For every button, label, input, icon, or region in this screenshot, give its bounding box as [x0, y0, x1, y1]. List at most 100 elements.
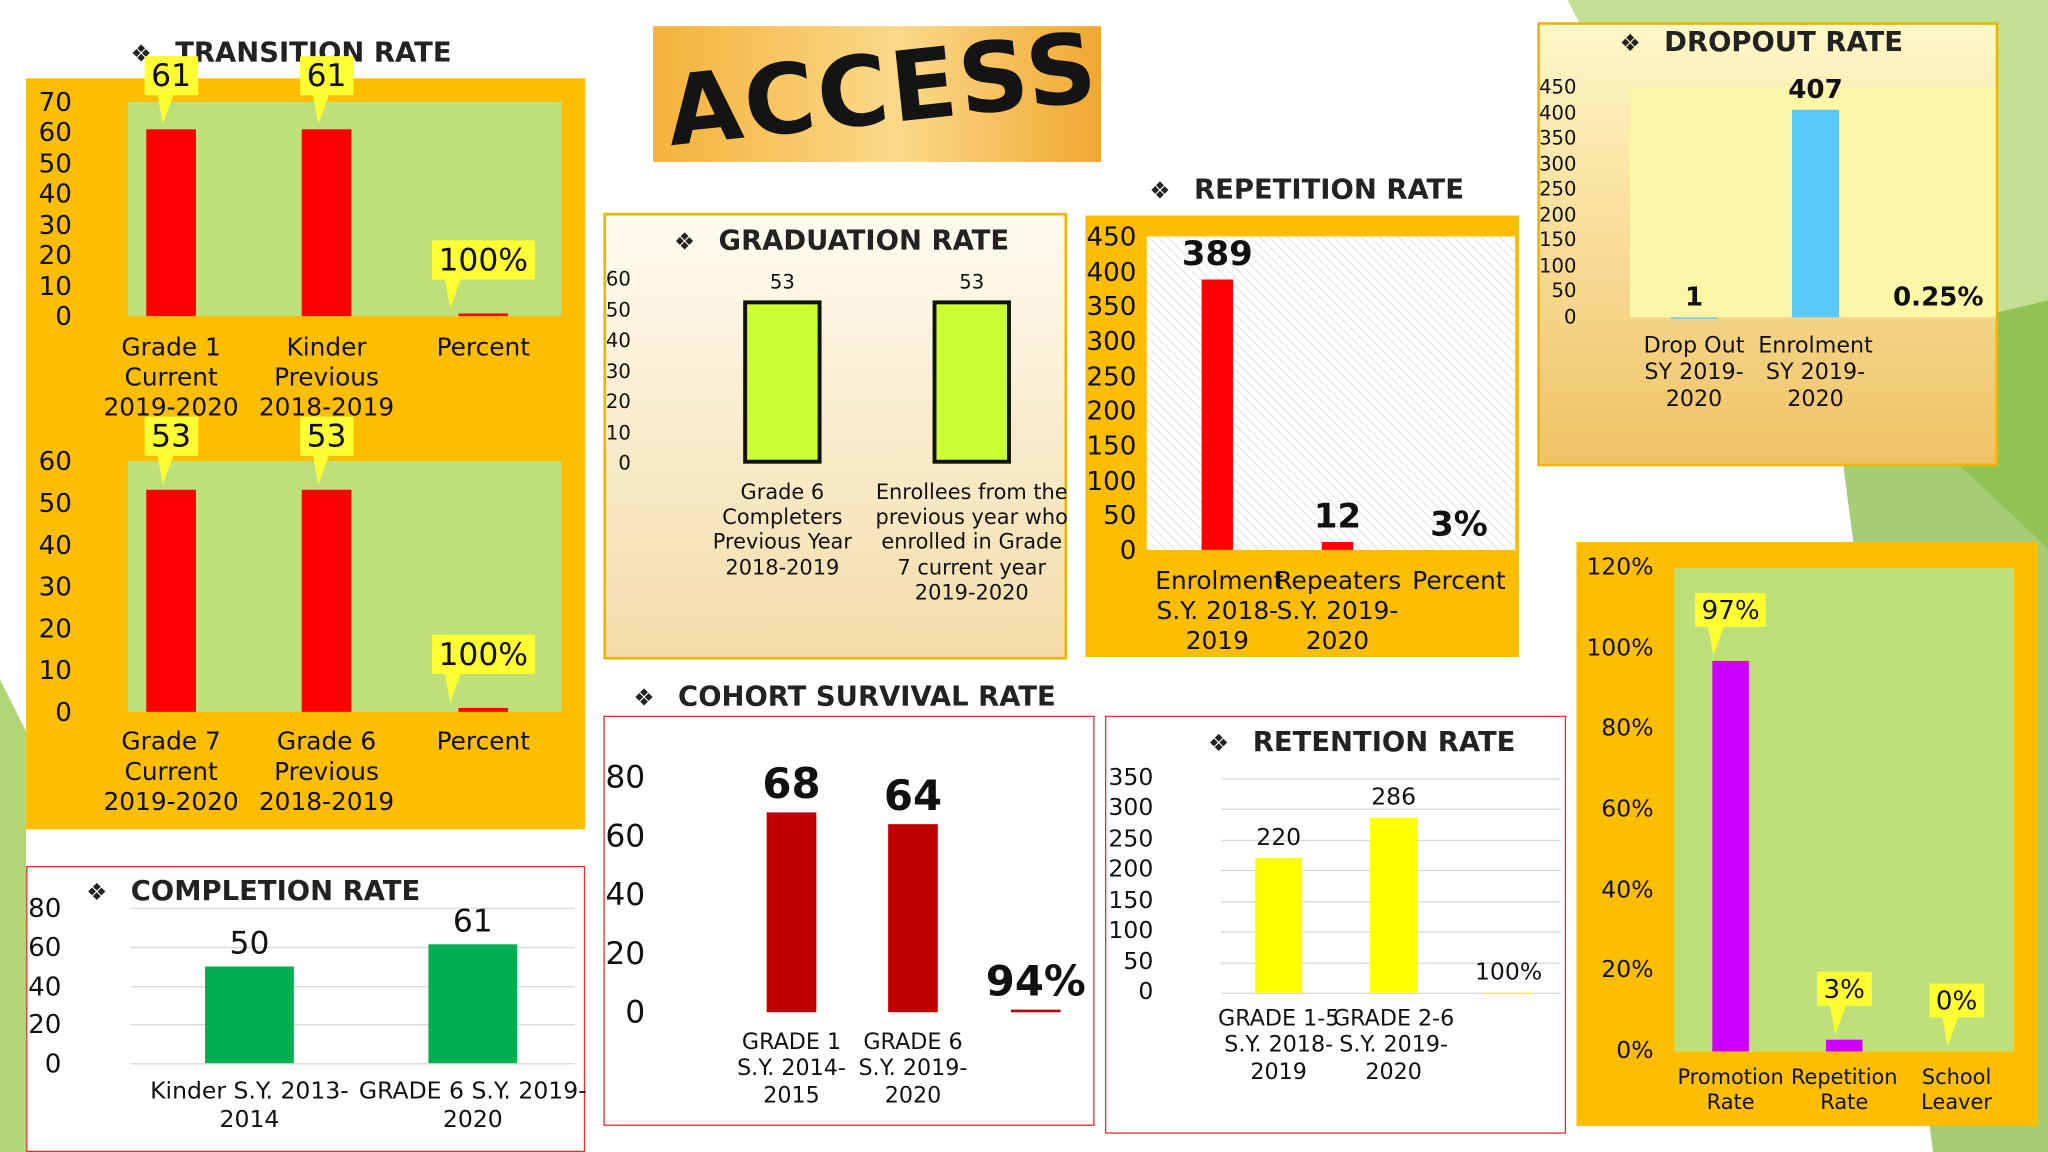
bar: [743, 300, 822, 464]
x-tick-label: Repetition Rate: [1790, 1064, 1898, 1115]
bar: [1370, 817, 1418, 993]
y-tick-label: 60: [38, 445, 72, 477]
y-tick-label: 450: [1086, 220, 1137, 253]
bar: [1825, 1039, 1863, 1052]
chart-panel: [1104, 715, 1567, 1134]
value-label: 3%: [1430, 505, 1488, 545]
y-tick-label: 150: [1108, 886, 1154, 914]
chart-title: COHORT SURVIVAL RATE: [633, 680, 1056, 711]
y-tick-label: 120%: [1586, 553, 1654, 582]
x-tick-label: Kinder Previous 2018-2019: [258, 333, 395, 422]
value-label: 53: [769, 270, 795, 295]
x-tick-label: Promotion Rate: [1677, 1064, 1784, 1115]
access-image: ACCESS: [653, 26, 1102, 162]
bar: [1255, 857, 1303, 993]
chart-title: DROPOUT RATE: [1620, 26, 1903, 57]
y-tick-label: 100: [1108, 917, 1154, 945]
value-label: 100%: [1474, 958, 1543, 986]
value-label: 50: [229, 924, 270, 961]
y-tick-label: 80: [605, 758, 646, 796]
bar: [458, 707, 509, 712]
y-tick-label: 200: [1539, 202, 1577, 227]
y-tick-label: 60: [605, 817, 646, 855]
value-label: 220: [1256, 824, 1302, 852]
y-tick-label: 300: [1108, 794, 1154, 823]
value-label: 12: [1313, 497, 1362, 537]
bar: [301, 129, 352, 317]
value-label: 100%: [431, 634, 535, 703]
y-tick-label: 0: [44, 1047, 62, 1079]
x-tick-label: Grade 6 Previous 2018-2019: [258, 727, 395, 816]
y-tick-label: 10: [38, 654, 72, 686]
value-label: 100%: [431, 239, 535, 308]
y-tick-label: 30: [605, 359, 631, 383]
y-tick-label: 250: [1108, 825, 1154, 853]
x-tick-label: Repeaters S.Y. 2019-2020: [1275, 566, 1402, 656]
y-tick-label: 40: [38, 177, 72, 210]
y-tick-label: 0: [55, 696, 72, 728]
y-tick-label: 80: [28, 892, 62, 924]
y-tick-label: 300: [1086, 325, 1137, 357]
access-word: ACCESS: [661, 26, 1102, 162]
y-tick-label: 40: [605, 328, 631, 352]
bar: [1010, 1009, 1061, 1013]
y-tick-label: 10: [38, 269, 72, 302]
y-tick-label: 50: [38, 487, 72, 519]
value-label: 53: [300, 417, 354, 486]
grid-line: [130, 985, 575, 987]
y-tick-label: 50: [38, 147, 72, 179]
y-tick-label: 60: [38, 116, 72, 149]
bar: [932, 300, 1011, 464]
chart-title: RETENTION RATE: [1208, 726, 1516, 757]
bar: [301, 490, 352, 712]
value-label: 0.25%: [1892, 280, 1984, 313]
value-label: 94%: [985, 955, 1086, 1006]
x-tick-label: GRADE 2-6 S.Y. 2019-2020: [1332, 1005, 1455, 1086]
grid-line: [130, 1063, 575, 1065]
value-label: 1: [1684, 280, 1704, 312]
y-tick-label: 0%: [1616, 1037, 1654, 1065]
bar: [458, 313, 509, 317]
bar: [1485, 992, 1533, 993]
value-label: 61: [300, 56, 354, 125]
y-tick-label: 250: [1539, 177, 1577, 201]
y-tick-label: 50: [605, 297, 631, 322]
x-tick-label: School Leaver: [1921, 1064, 1992, 1115]
y-tick-label: 400: [1539, 100, 1577, 125]
x-tick-label: Kinder S.Y. 2013-2014: [150, 1077, 349, 1134]
value-label: 61: [144, 56, 198, 125]
y-tick-label: 0: [1138, 978, 1154, 1006]
y-tick-label: 100%: [1586, 634, 1654, 662]
y-tick-label: 50: [1123, 947, 1154, 976]
y-tick-label: 20: [28, 1008, 62, 1040]
value-label: 0%: [1929, 983, 1984, 1047]
value-label: 286: [1371, 783, 1417, 812]
x-tick-label: GRADE 1-5 S.Y. 2018-2019: [1217, 1005, 1340, 1086]
y-tick-label: 40: [605, 876, 646, 913]
value-label: 3%: [1816, 971, 1872, 1035]
y-tick-label: 50: [1103, 499, 1137, 531]
bar: [205, 966, 294, 1064]
y-tick-label: 60: [605, 267, 631, 291]
y-tick-label: 150: [1086, 429, 1137, 462]
bar: [1712, 660, 1749, 1052]
value-label: 407: [1788, 72, 1843, 105]
chart-title: GRADUATION RATE: [674, 225, 1010, 256]
x-tick-label: Enrolment S.Y. 2018-2019: [1155, 566, 1284, 656]
bar: [1670, 316, 1718, 318]
value-label: 61: [452, 902, 493, 940]
bar: [428, 944, 518, 1064]
y-tick-label: 70: [38, 86, 72, 118]
bar: [766, 812, 817, 1013]
x-tick-label: Grade 6 Completers Previous Year 2018-20…: [712, 479, 852, 580]
grid-line: [130, 907, 575, 910]
x-tick-label: GRADE 1 S.Y. 2014-2015: [737, 1029, 846, 1109]
y-tick-label: 450: [1539, 75, 1577, 99]
y-tick-label: 100: [1086, 464, 1137, 496]
bar: [1201, 278, 1233, 550]
y-tick-label: 20%: [1601, 956, 1654, 984]
bar: [1321, 541, 1354, 550]
y-tick-label: 350: [1539, 126, 1577, 150]
y-tick-label: 60: [28, 930, 62, 963]
